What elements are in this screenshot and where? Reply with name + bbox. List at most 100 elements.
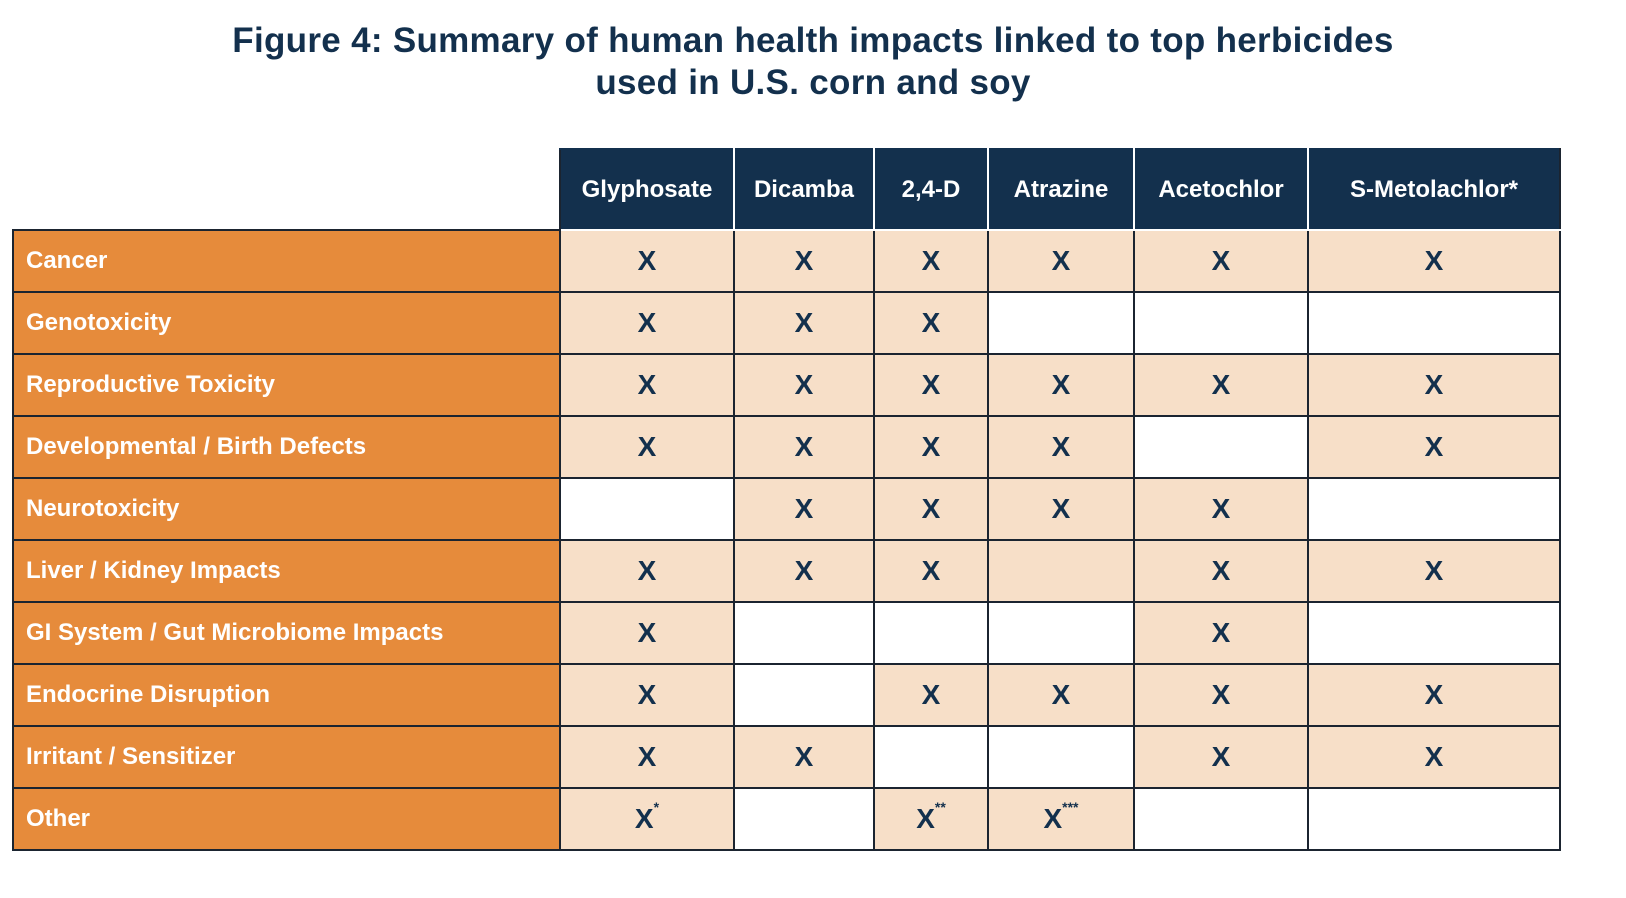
impact-mark-x: X [921,431,941,462]
row-label-reproductive-toxicity: Reproductive Toxicity [12,353,561,417]
impact-mark: X [1052,245,1071,276]
impact-mark-x: X [637,617,657,648]
column-header-glyphosate: Glyphosate [559,148,735,231]
impact-mark: X [638,245,657,276]
impact-mark-x: X [1424,431,1444,462]
table-cell-neurotoxicity-s-metolachlor [1307,477,1561,541]
table-cell-cancer-atrazine: X [987,229,1135,293]
impact-mark: X [922,369,941,400]
table-cell-gi-system-gut-microbiome-impacts-2-4-d [873,601,989,665]
impact-mark: X [1425,245,1444,276]
impact-mark-x: X [1211,679,1231,710]
table-cell-neurotoxicity-glyphosate [559,477,735,541]
footnote-marker: ** [934,799,946,815]
impact-mark-x: X [1424,555,1444,586]
table-cell-genotoxicity-2-4-d: X [873,291,989,355]
table-cell-neurotoxicity-2-4-d: X [873,477,989,541]
impact-mark-x: X [921,369,941,400]
table-cell-reproductive-toxicity-dicamba: X [733,353,875,417]
table-cell-irritant-sensitizer-acetochlor: X [1133,725,1309,789]
impact-mark-x: X [1211,245,1231,276]
impact-mark: X [638,555,657,586]
row-label-other: Other [12,787,561,851]
table-cell-endocrine-disruption-dicamba [733,663,875,727]
impact-mark: X [795,431,814,462]
impact-mark: X [795,369,814,400]
table-cell-cancer-2-4-d: X [873,229,989,293]
table-cell-cancer-acetochlor: X [1133,229,1309,293]
impact-mark-x: X [1051,369,1071,400]
footnote-marker: *** [1062,799,1079,815]
impact-mark-x: X [1211,493,1231,524]
column-header-s-metolachlor: S-Metolachlor* [1307,148,1561,231]
table-cell-cancer-s-metolachlor: X [1307,229,1561,293]
table-cell-irritant-sensitizer-atrazine [987,725,1135,789]
table-cell-other-acetochlor [1133,787,1309,851]
row-label-endocrine-disruption: Endocrine Disruption [12,663,561,727]
table-cell-reproductive-toxicity-glyphosate: X [559,353,735,417]
table-cell-gi-system-gut-microbiome-impacts-atrazine [987,601,1135,665]
table-cell-other-glyphosate: X* [559,787,735,851]
table-cell-other-2-4-d: X** [873,787,989,851]
impact-mark: X [922,679,941,710]
table-cell-liver-kidney-impacts-glyphosate: X [559,539,735,603]
impact-mark-x: X [794,369,814,400]
impact-mark: X [795,555,814,586]
table-row-gi-system-gut-microbiome-impacts: GI System / Gut Microbiome Impacts X X [12,601,1561,665]
table-cell-cancer-glyphosate: X [559,229,735,293]
impact-mark: X [1052,679,1071,710]
impact-mark: X [922,307,941,338]
impact-mark-x: X [637,245,657,276]
table-row-neurotoxicity: Neurotoxicity X X X X [12,477,1561,541]
impact-mark: X* [635,799,659,834]
table-cell-liver-kidney-impacts-atrazine [987,539,1135,603]
table-cell-irritant-sensitizer-dicamba: X [733,725,875,789]
impact-mark: X [1212,679,1231,710]
table-row-endocrine-disruption: Endocrine Disruption X X X X X [12,663,1561,727]
table-cell-gi-system-gut-microbiome-impacts-glyphosate: X [559,601,735,665]
table-cell-developmental-birth-defects-glyphosate: X [559,415,735,479]
table-cell-developmental-birth-defects-s-metolachlor: X [1307,415,1561,479]
table-cell-irritant-sensitizer-s-metolachlor: X [1307,725,1561,789]
impact-mark: X [1212,493,1231,524]
table-row-other: Other X* X** X*** [12,787,1561,851]
table-cell-liver-kidney-impacts-dicamba: X [733,539,875,603]
row-label-irritant-sensitizer: Irritant / Sensitizer [12,725,561,789]
table-cell-developmental-birth-defects-dicamba: X [733,415,875,479]
impact-mark-x: X [1043,803,1063,834]
table-cell-genotoxicity-glyphosate: X [559,291,735,355]
impact-mark-x: X [637,369,657,400]
impact-mark-x: X [1051,431,1071,462]
impact-mark-x: X [916,803,935,834]
table-cell-genotoxicity-acetochlor [1133,291,1309,355]
table-cell-endocrine-disruption-2-4-d: X [873,663,989,727]
table-cell-liver-kidney-impacts-2-4-d: X [873,539,989,603]
impact-mark-x: X [1211,555,1231,586]
impact-mark: X [1212,245,1231,276]
impact-mark-x: X [637,431,657,462]
impact-mark-x: X [1424,245,1444,276]
impact-mark: X [638,307,657,338]
table-row-genotoxicity: Genotoxicity X X X [12,291,1561,355]
table-cell-reproductive-toxicity-acetochlor: X [1133,353,1309,417]
impact-mark-x: X [1424,741,1444,772]
table-row-cancer: Cancer X X X X X X [12,229,1561,293]
table-cell-genotoxicity-atrazine [987,291,1135,355]
row-label-cancer: Cancer [12,229,561,293]
impact-mark: X [1425,369,1444,400]
impact-mark: X [922,555,941,586]
impact-mark-x: X [794,493,814,524]
table-row-reproductive-toxicity: Reproductive Toxicity X X X X X X [12,353,1561,417]
impact-mark-x: X [1211,369,1231,400]
table-cell-gi-system-gut-microbiome-impacts-acetochlor: X [1133,601,1309,665]
table-body: Cancer X X X X X X Genotoxicity X X X Reproductive … [12,229,1561,851]
impact-mark-x: X [1051,493,1071,524]
footnote-marker: * [653,799,660,815]
table-cell-liver-kidney-impacts-s-metolachlor: X [1307,539,1561,603]
table-cell-other-s-metolachlor [1307,787,1561,851]
health-impacts-table: Glyphosate Dicamba 2,4-D Atrazine Acetoc… [12,148,1561,851]
impact-mark: X [795,245,814,276]
impact-mark-x: X [794,307,814,338]
table-cell-reproductive-toxicity-atrazine: X [987,353,1135,417]
table-cell-genotoxicity-s-metolachlor [1307,291,1561,355]
